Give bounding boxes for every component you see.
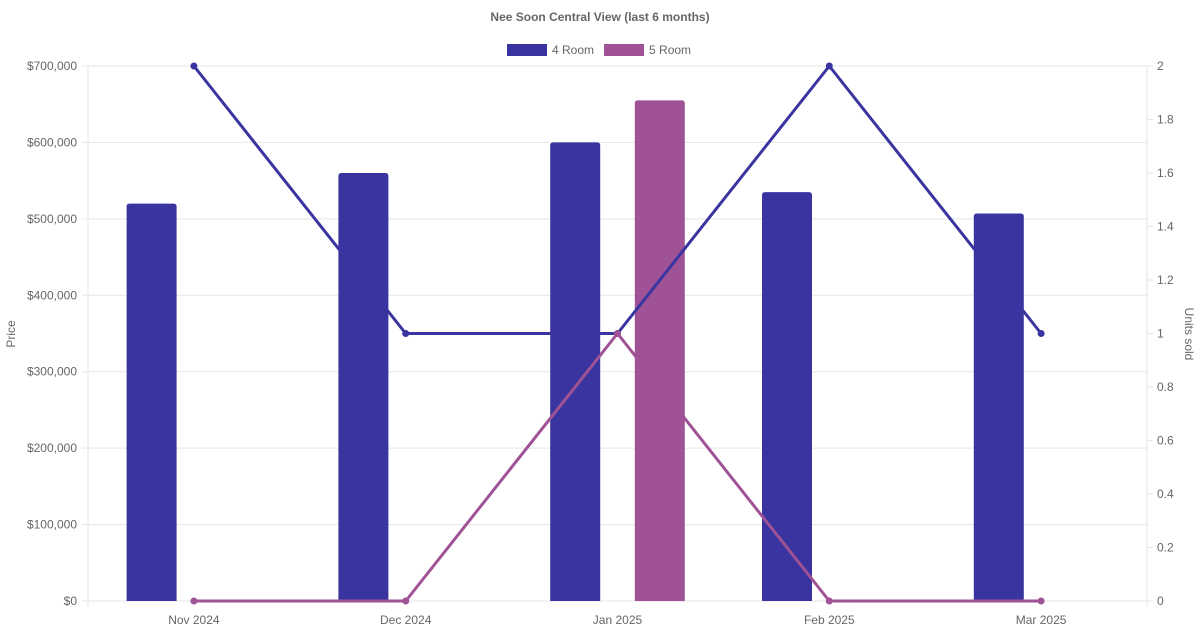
right-tick-label: 0 (1157, 594, 1164, 608)
point-5-room (402, 597, 410, 605)
legend-label: 5 Room (649, 43, 691, 57)
legend[interactable]: 4 Room 5 Room (507, 43, 691, 57)
bar-4-room (338, 173, 389, 601)
bars (126, 100, 1024, 602)
right-tick-label: 1.8 (1157, 113, 1174, 127)
left-y-axis: $0 $100,000 $200,000 $300,000 $400,000 $500,0… (27, 59, 77, 608)
point-5-room (190, 597, 198, 605)
right-axis-label: Units sold (1182, 308, 1196, 361)
left-axis-label: Price (4, 320, 18, 348)
x-axis: Nov 2024 Dec 2024 Jan 2025 Feb 2025 Mar 2025 (168, 613, 1067, 627)
line-4-room (192, 64, 1043, 335)
right-tick-label: 1.2 (1157, 273, 1174, 287)
legend-item-5-room[interactable]: 5 Room (604, 43, 691, 57)
lines (190, 62, 1045, 605)
x-tick-label: Mar 2025 (1016, 613, 1067, 627)
left-tick-label: $100,000 (27, 518, 77, 532)
right-tick-label: 1.6 (1157, 166, 1174, 180)
point-5-room (1037, 597, 1045, 605)
right-tick-label: 1 (1157, 327, 1164, 341)
point-4-room (402, 330, 410, 337)
bar-4-room (126, 203, 177, 602)
legend-swatch (507, 44, 547, 56)
left-tick-label: $600,000 (27, 135, 77, 149)
bar-4-room (762, 192, 812, 601)
left-tick-label: $700,000 (27, 59, 77, 73)
bar-5-room (634, 100, 685, 602)
bar-4-room (550, 142, 601, 601)
right-tick-label: 0.2 (1157, 541, 1174, 555)
point-4-room (825, 62, 833, 70)
left-tick-label: $300,000 (27, 365, 77, 379)
right-tick-label: 0.4 (1157, 487, 1174, 501)
x-tick-label: Dec 2024 (380, 613, 432, 627)
grid-lines (82, 65, 1148, 607)
x-tick-label: Jan 2025 (593, 613, 643, 627)
point-5-room (825, 597, 833, 605)
legend-swatch (604, 44, 645, 56)
left-tick-label: $500,000 (27, 212, 77, 226)
legend-item-4-room[interactable]: 4 Room (507, 43, 594, 57)
point-5-room (614, 330, 621, 337)
left-tick-label: $400,000 (27, 288, 77, 302)
left-tick-label: $200,000 (27, 441, 77, 455)
point-4-room (190, 62, 198, 70)
right-tick-label: 2 (1157, 59, 1164, 73)
x-tick-label: Nov 2024 (168, 613, 220, 627)
left-tick-label: $0 (64, 594, 78, 608)
right-tick-label: 0.8 (1157, 380, 1174, 394)
right-y-axis: 0 0.2 0.4 0.6 0.8 1 1.2 1.4 1.6 1.8 2 (1147, 59, 1174, 608)
right-tick-label: 1.4 (1157, 220, 1174, 234)
bar-4-room (973, 213, 1024, 601)
chart-title: Nee Soon Central View (last 6 months) (490, 10, 709, 24)
legend-label: 4 Room (552, 43, 594, 57)
right-tick-label: 0.6 (1157, 434, 1174, 448)
point-4-room (1037, 330, 1045, 337)
x-tick-label: Feb 2025 (804, 613, 855, 627)
line-5-room (193, 332, 1042, 603)
